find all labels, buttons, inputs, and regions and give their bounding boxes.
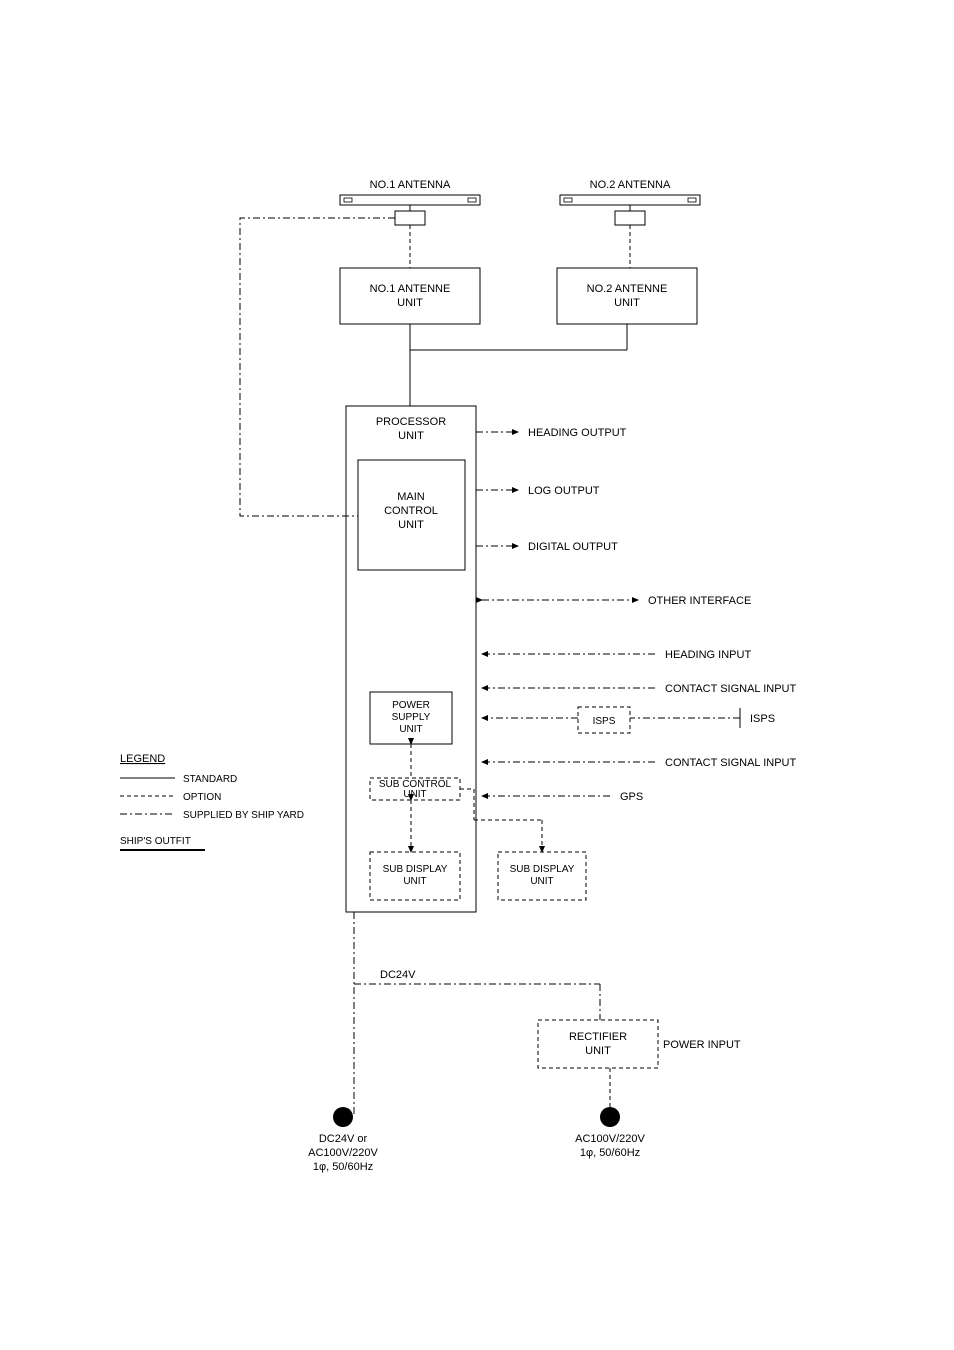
- heading-in-label: HEADING INPUT: [665, 649, 751, 661]
- legend-item-2: SUPPLIED BY SHIP YARD: [183, 810, 304, 821]
- power-node-right: [600, 1107, 620, 1127]
- rectifier-unit-label-2: UNIT: [585, 1045, 611, 1057]
- sub-display-unit-internal-label-2: UNIT: [403, 876, 426, 887]
- processor-unit-label-1: PROCESSOR: [376, 416, 446, 428]
- no2-antenna-unit-label-2: UNIT: [614, 297, 640, 309]
- sub-display-unit-internal-label-1: SUB DISPLAY: [383, 864, 448, 875]
- no1-antenna-label: NO.1 ANTENNA: [370, 179, 451, 191]
- no2-antenna-unit-label-1: NO.2 ANTENNE: [587, 283, 668, 295]
- heading-out-label: HEADING OUTPUT: [528, 427, 627, 439]
- digital-out-label: DIGITAL OUTPUT: [528, 541, 618, 553]
- no1-antenna-unit: [340, 268, 480, 324]
- no1-antenna-unit-label-2: UNIT: [397, 297, 423, 309]
- legend-item-1: OPTION: [183, 792, 221, 803]
- main-control-unit-label-2: CONTROL: [384, 505, 438, 517]
- antenna-to-maincontrol-path: [240, 218, 395, 516]
- legend-item-3: SHIP'S OUTFIT: [120, 836, 191, 847]
- power-supply-unit-label-3: UNIT: [399, 724, 422, 735]
- power-input-label: POWER INPUT: [663, 1039, 741, 1051]
- sub-display-unit-external-label-1: SUB DISPLAY: [510, 864, 575, 875]
- right-power-1: AC100V/220V: [575, 1133, 645, 1145]
- sub-control-unit-label-2: UNIT: [403, 789, 426, 800]
- legend-title: LEGEND: [120, 753, 165, 765]
- right-power-2: 1φ, 50/60Hz: [580, 1147, 640, 1159]
- system-diagram: NO.1 ANTENNA NO.2 ANTENNA NO.1 ANTENNE U…: [0, 0, 954, 1350]
- gps-in-label: GPS: [620, 791, 643, 803]
- dc24v-label: DC24V: [380, 969, 416, 981]
- isps-in-label: ISPS: [750, 713, 775, 725]
- no2-antenna: [560, 195, 700, 225]
- legend: LEGEND STANDARD OPTION SUPPLIED BY SHIP …: [120, 753, 304, 850]
- main-control-unit-label-1: MAIN: [397, 491, 425, 503]
- sub-display-unit-external-label-2: UNIT: [530, 876, 553, 887]
- left-power-2: AC100V/220V: [308, 1147, 378, 1159]
- left-power-1: DC24V or: [319, 1133, 368, 1145]
- main-control-unit-label-3: UNIT: [398, 519, 424, 531]
- legend-item-0: STANDARD: [183, 774, 237, 785]
- contact-in-2-label: CONTACT SIGNAL INPUT: [665, 757, 796, 769]
- power-supply-unit-label-2: SUPPLY: [392, 712, 431, 723]
- left-power-3: 1φ, 50/60Hz: [313, 1161, 373, 1173]
- no1-antenna: [340, 195, 480, 225]
- power-node-left: [333, 1107, 353, 1127]
- no2-antenna-label: NO.2 ANTENNA: [590, 179, 671, 191]
- processor-unit-label-2: UNIT: [398, 430, 424, 442]
- power-supply-unit-label-1: POWER: [392, 700, 430, 711]
- isps-box-label: ISPS: [593, 716, 616, 727]
- other-interface-label: OTHER INTERFACE: [648, 595, 751, 607]
- no2-antenna-unit: [557, 268, 697, 324]
- contact-in-1-label: CONTACT SIGNAL INPUT: [665, 683, 796, 695]
- rectifier-unit-label-1: RECTIFIER: [569, 1031, 627, 1043]
- log-out-label: LOG OUTPUT: [528, 485, 600, 497]
- no1-antenna-unit-label-1: NO.1 ANTENNE: [370, 283, 451, 295]
- rectifier-unit: [538, 1020, 658, 1068]
